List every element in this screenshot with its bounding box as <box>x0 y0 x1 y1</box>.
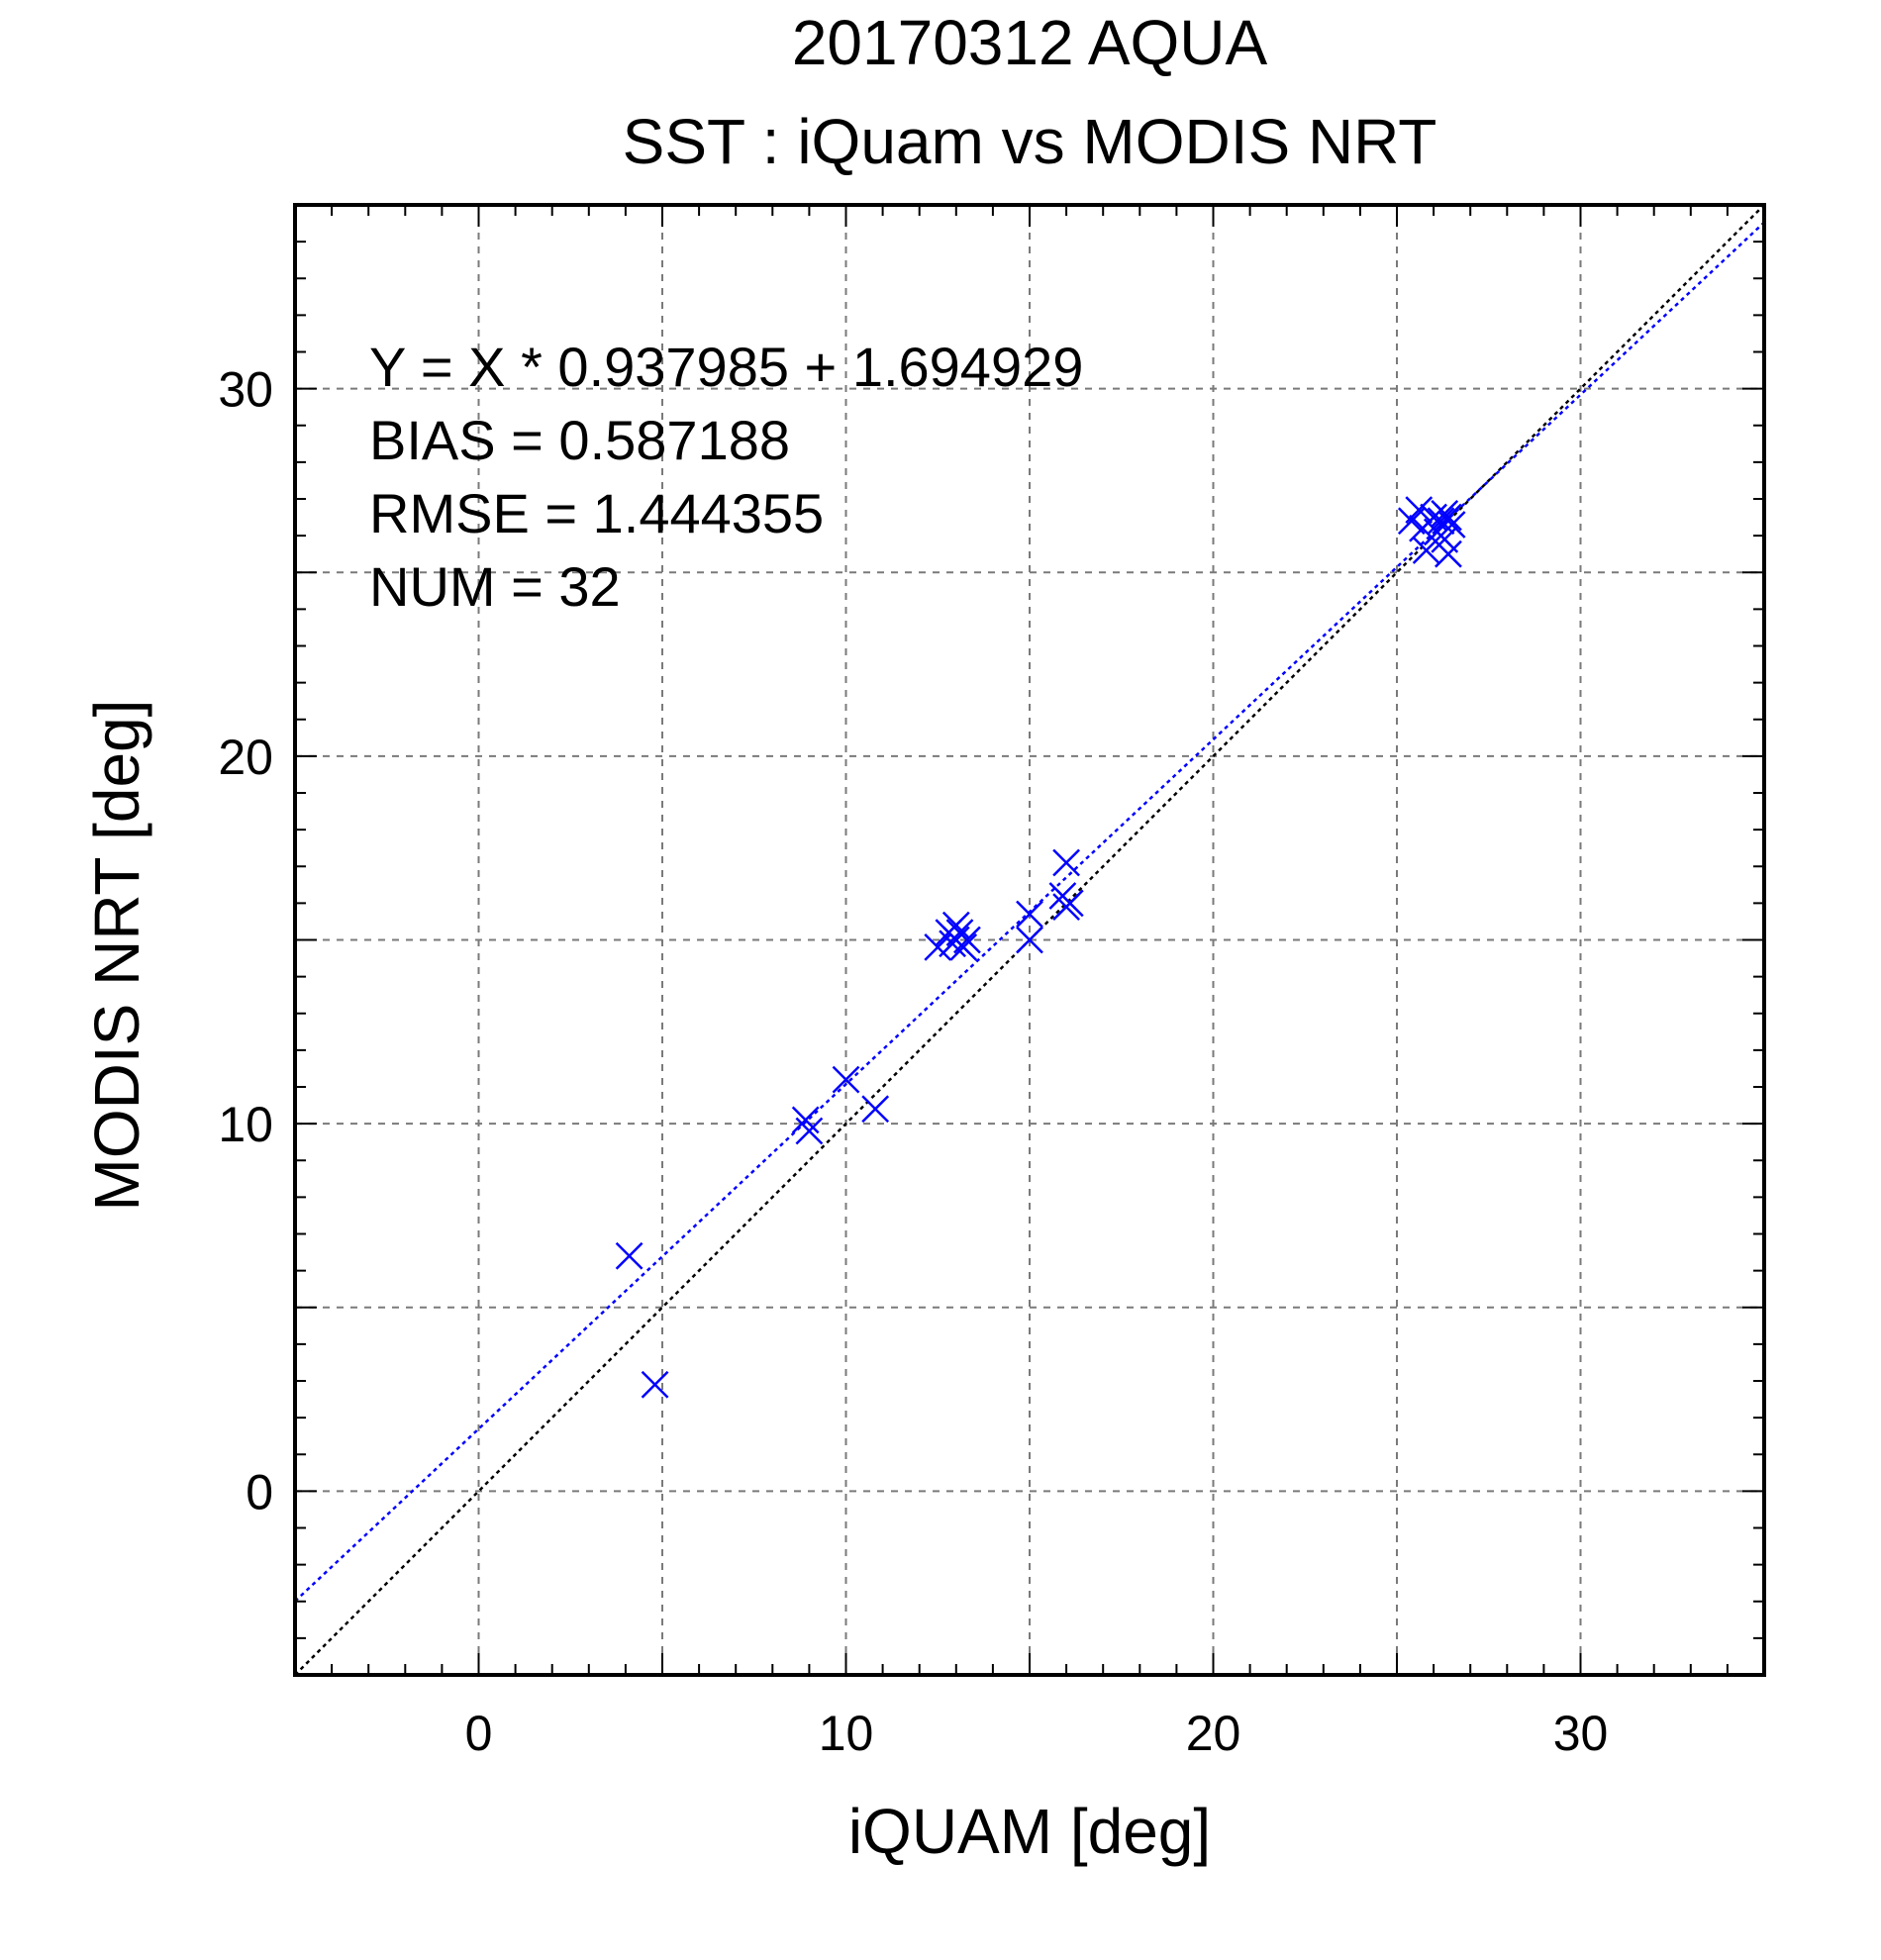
data-point <box>941 911 970 939</box>
data-point <box>1437 511 1466 539</box>
data-point <box>1055 889 1084 918</box>
y-tick-label: 20 <box>218 730 273 785</box>
x-tick-label: 10 <box>819 1706 874 1761</box>
data-point <box>1405 496 1434 525</box>
stats-bias: BIAS = 0.587188 <box>369 409 790 471</box>
data-point-stroke <box>1437 511 1466 539</box>
data-point <box>791 1106 820 1134</box>
data-point <box>832 1065 860 1094</box>
data-point-stroke <box>1016 926 1043 954</box>
data-point-stroke <box>1405 496 1434 525</box>
data-point <box>1016 900 1043 929</box>
data-point-stroke <box>795 1117 824 1145</box>
data-point-stroke <box>1427 507 1455 536</box>
data-point-stroke <box>1435 539 1462 568</box>
data-point-stroke <box>949 933 978 961</box>
data-point <box>1435 539 1462 568</box>
chart-title: 20170312 AQUA <box>792 7 1268 78</box>
y-tick-label: 30 <box>218 362 273 418</box>
data-point <box>953 926 981 954</box>
data-point-stroke <box>1431 525 1459 553</box>
chart-subtitle: SST : iQuam vs MODIS NRT <box>623 106 1437 177</box>
stats-rmse: RMSE = 1.444355 <box>369 482 824 544</box>
data-point <box>1016 926 1043 954</box>
stats-num: NUM = 32 <box>369 555 621 618</box>
data-point-stroke <box>861 1095 890 1124</box>
data-point <box>861 1095 890 1124</box>
y-axis-label: MODIS NRT [deg] <box>81 700 152 1212</box>
y-tick-labels: 0 10 20 30 <box>218 362 273 1520</box>
data-point <box>641 1370 669 1399</box>
x-axis-label: iQUAM [deg] <box>848 1796 1211 1867</box>
data-point <box>1427 507 1455 536</box>
data-point <box>1052 848 1080 877</box>
plot-frame <box>293 203 1766 1677</box>
y-tick-label: 10 <box>218 1097 273 1152</box>
data-point-stroke <box>791 1106 820 1134</box>
data-point-stroke <box>1435 503 1462 532</box>
data-point-stroke <box>615 1241 644 1270</box>
data-point-stroke <box>1055 889 1084 918</box>
stats-regression: Y = X * 0.937985 + 1.694929 <box>369 336 1083 398</box>
data-point-stroke <box>832 1065 860 1094</box>
data-point-stroke <box>1016 900 1043 929</box>
data-points <box>615 496 1466 1399</box>
data-point <box>615 1241 644 1270</box>
regression-line <box>294 221 1765 1603</box>
x-tick-label: 20 <box>1186 1706 1241 1761</box>
data-point-stroke <box>941 911 970 939</box>
x-tick-labels: 0 10 20 30 <box>465 1706 1609 1761</box>
stats-block: Y = X * 0.937985 + 1.694929 BIAS = 0.587… <box>369 336 1083 618</box>
minor-ticks <box>294 204 1765 1676</box>
data-point-stroke <box>953 926 981 954</box>
data-point <box>949 933 978 961</box>
y-tick-label: 0 <box>246 1464 273 1519</box>
data-point <box>1435 503 1462 532</box>
x-tick-label: 30 <box>1553 1706 1609 1761</box>
x-tick-label: 0 <box>465 1706 493 1761</box>
data-point <box>795 1117 824 1145</box>
data-point-stroke <box>641 1370 669 1399</box>
data-point-stroke <box>1420 503 1447 532</box>
data-point-stroke <box>1052 848 1080 877</box>
